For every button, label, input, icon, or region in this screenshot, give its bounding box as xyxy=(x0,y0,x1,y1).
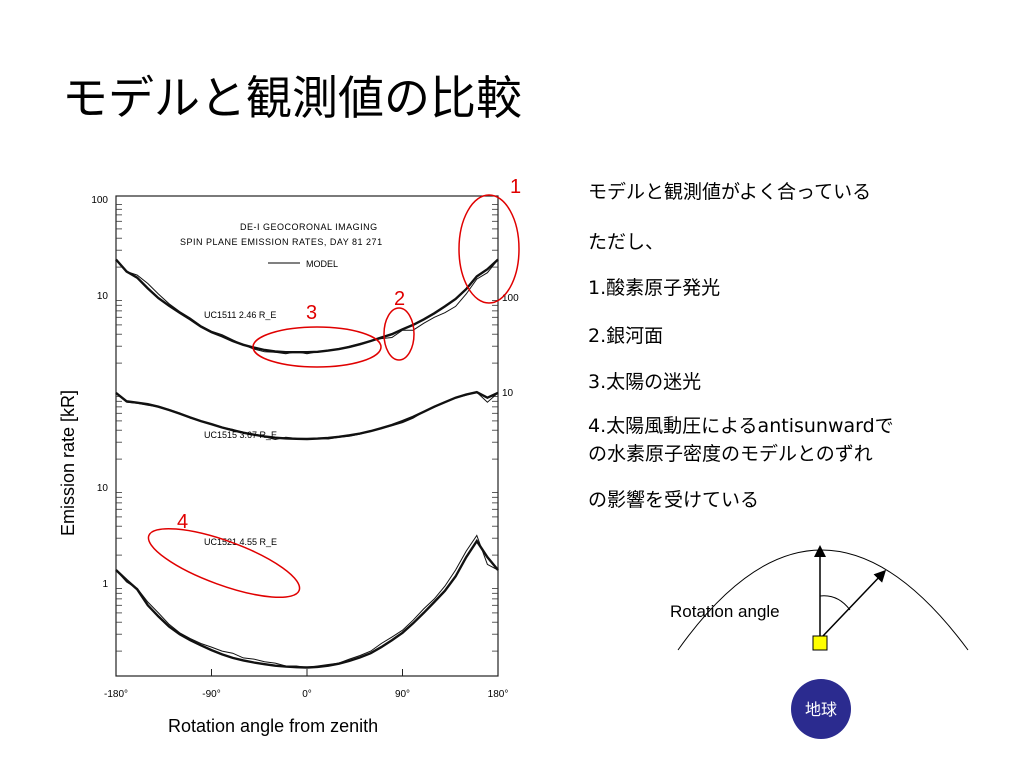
x-tick-label: 90° xyxy=(395,689,410,700)
note-line: の水素原子密度のモデルとのずれ xyxy=(588,443,873,465)
note-line: モデルと観測値がよく合っている xyxy=(588,181,872,203)
annotation-label: 1 xyxy=(510,176,521,198)
axis-ticks: -180° -90° 0° 90° 180° 100 10 10 1 100 10 xyxy=(91,195,519,700)
y-tick-label: 1 xyxy=(102,579,108,590)
annotation-label: 3 xyxy=(306,302,317,324)
annotations: 1 2 3 4 xyxy=(147,176,521,599)
annotation-ellipse xyxy=(458,194,520,304)
y-axis-label: Emission rate [kR] xyxy=(58,389,78,536)
note-line: の影響を受けている xyxy=(588,489,760,511)
note-line: 1.酸素原子発光 xyxy=(588,277,721,299)
annotation-ellipse xyxy=(147,527,301,599)
chart-subtitle: SPIN PLANE EMISSION RATES, DAY 81 271 xyxy=(180,237,383,247)
rotation-angle-label: Rotation angle xyxy=(670,602,780,621)
model-curve xyxy=(115,538,499,669)
note-line: 3.太陽の迷光 xyxy=(588,371,702,393)
note-line: 4.太陽風動圧によるantisunwardで xyxy=(588,415,894,437)
note-line: ただし、 xyxy=(588,231,665,253)
x-tick-label: -180° xyxy=(104,689,128,700)
chart-title: DE-I GEOCORONAL IMAGING xyxy=(240,222,378,232)
y-tick-label: 10 xyxy=(97,291,109,302)
angle-arc xyxy=(819,595,851,611)
satellite xyxy=(812,635,828,651)
series-label: UC1521 4.55 R_E xyxy=(204,537,277,547)
series-label: UC1511 2.46 R_E xyxy=(204,310,276,320)
view-arrow xyxy=(821,569,887,638)
x-tick-label: 0° xyxy=(302,689,312,700)
x-axis-label: Rotation angle from zenith xyxy=(168,716,379,736)
observed-curve xyxy=(115,534,499,669)
y-tick-label: 10 xyxy=(97,483,109,494)
rotation-diagram: Rotation angle 地球 xyxy=(670,545,969,739)
series-label: UC1515 3.67 R_E xyxy=(204,430,277,440)
earth-label: 地球 xyxy=(805,701,837,719)
y-tick-label: 100 xyxy=(91,195,108,206)
annotation-ellipse xyxy=(383,307,415,361)
annotation-ellipse xyxy=(252,326,382,368)
note-line: 2.銀河面 xyxy=(588,325,664,347)
x-tick-label: -90° xyxy=(202,689,220,700)
annotation-label: 4 xyxy=(177,511,188,533)
model-curve xyxy=(115,390,499,441)
model-curve xyxy=(115,258,499,354)
y-tick-label: 100 xyxy=(502,293,519,304)
y-tick-label: 10 xyxy=(502,388,514,399)
x-tick-label: 180° xyxy=(488,689,509,700)
annotation-label: 2 xyxy=(394,288,405,310)
legend-label: MODEL xyxy=(306,259,338,269)
observed-curve xyxy=(115,391,499,441)
earth xyxy=(791,679,851,739)
slide-title: モデルと観測値の比較 xyxy=(62,71,522,125)
chart-curves xyxy=(115,258,499,669)
